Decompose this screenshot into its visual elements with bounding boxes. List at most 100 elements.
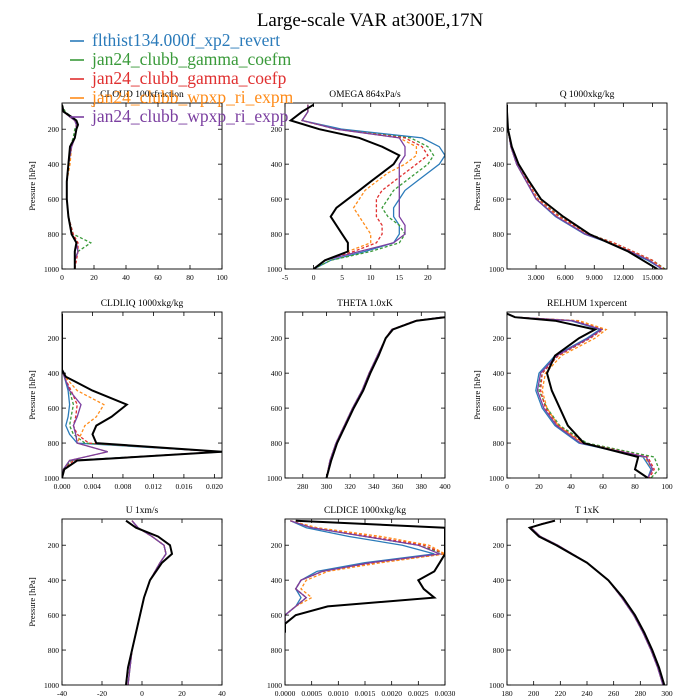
chart-panel-8: CLDICE 1000xkg/kg 0.0000 0.0005 0.0010 0.001… — [267, 506, 456, 698]
y-axis-label: Pressure [hPa] — [472, 161, 482, 211]
y-tick-label: 800 — [493, 230, 505, 239]
panel-title: U 1xm/s — [126, 506, 159, 516]
series-group — [527, 519, 666, 685]
x-tick-label: -40 — [57, 689, 67, 698]
series-line-6 — [288, 103, 401, 269]
chart-panel-5: THETA 1.0xK 280 300 320 340 360 380 400 200 400 60… — [267, 299, 451, 491]
series-line-4 — [127, 520, 167, 685]
y-tick-label: 600 — [271, 404, 283, 413]
y-tick-label: 800 — [271, 230, 283, 239]
x-tick-label: -20 — [97, 689, 107, 698]
series-line-1 — [285, 520, 435, 633]
y-tick-label: 200 — [493, 541, 505, 550]
y-tick-label: 800 — [493, 646, 505, 655]
x-tick-label: 15 — [396, 273, 404, 282]
panel-title: T 1xK — [575, 506, 600, 516]
legend-label: jan24_clubb_gamma_coefm — [91, 49, 292, 69]
x-tick-label: 0.0005 — [301, 689, 322, 698]
x-tick-label: 0 — [505, 482, 509, 491]
series-line-4 — [301, 104, 418, 269]
series-group — [125, 519, 174, 685]
plot-frame — [61, 102, 223, 270]
x-tick-label: -5 — [282, 273, 288, 282]
x-tick-label: 300 — [661, 689, 673, 698]
legend-item-3: jan24_clubb_gamma_coefp — [70, 68, 287, 88]
series-line-5 — [301, 104, 406, 269]
y-tick-label: 800 — [48, 439, 60, 448]
chart-panel-7: U 1xm/s -40 -20 0 20 40 200 400 600 800 1000 Pressu… — [27, 506, 226, 698]
series-line-2 — [529, 520, 664, 685]
series-line-4 — [507, 104, 664, 269]
y-axis-label: Pressure [hPa] — [27, 370, 37, 420]
y-tick-label: 400 — [48, 160, 60, 169]
x-tick-label: 40 — [122, 273, 130, 282]
y-tick-label: 400 — [271, 576, 283, 585]
x-tick-label: 0.020 — [206, 482, 223, 491]
series-line-3 — [127, 520, 167, 685]
series-line-3 — [507, 104, 665, 269]
plot-frame — [284, 311, 446, 479]
series-group — [62, 104, 93, 269]
plot-frame — [61, 311, 223, 479]
x-tick-label: 0.004 — [84, 482, 101, 491]
x-tick-label: 0.0020 — [381, 689, 402, 698]
y-tick-label: 200 — [48, 541, 60, 550]
y-tick-label: 800 — [271, 646, 283, 655]
series-line-5 — [529, 520, 664, 685]
chart-panel-4: CLDLIQ 1000xkg/kg 0.000 0.004 0.008 0.012 0.0… — [27, 299, 223, 491]
y-tick-label: 1000 — [489, 265, 504, 274]
y-tick-label: 400 — [493, 576, 505, 585]
y-tick-label: 600 — [48, 404, 60, 413]
y-tick-label: 600 — [48, 195, 60, 204]
series-line-6 — [527, 519, 666, 685]
y-tick-label: 600 — [271, 195, 283, 204]
x-tick-label: 0.008 — [115, 482, 132, 491]
y-tick-label: 1000 — [44, 265, 59, 274]
x-tick-label: 0.0010 — [328, 689, 349, 698]
series-group — [285, 519, 445, 633]
legend-label: jan24_clubb_wpxp_ri_expm — [91, 87, 294, 107]
y-tick-label: 400 — [48, 369, 60, 378]
series-line-4 — [285, 520, 445, 633]
x-tick-label: 20 — [178, 689, 186, 698]
y-tick-label: 1000 — [267, 474, 282, 483]
series-line-5 — [285, 520, 443, 633]
series-line-6 — [62, 104, 80, 269]
series-line-4 — [529, 520, 664, 685]
chart-panel-2: OMEGA 864xPa/s -5 0 5 10 15 20 200 400 600 800 1000 — [267, 90, 446, 282]
x-tick-label: 0 — [140, 689, 144, 698]
y-tick-label: 200 — [493, 334, 505, 343]
x-tick-label: 15.000 — [642, 273, 663, 282]
y-tick-label: 1000 — [489, 474, 504, 483]
series-line-5 — [127, 520, 167, 685]
x-tick-label: 20 — [535, 482, 543, 491]
panel-title: CLDLIQ 1000xkg/kg — [101, 299, 184, 309]
series-line-6 — [285, 519, 445, 633]
x-tick-label: 0.000 — [54, 482, 71, 491]
x-tick-label: 60 — [599, 482, 607, 491]
y-axis-label: Pressure [hPa] — [27, 577, 37, 627]
plot-frame — [284, 102, 446, 270]
y-tick-label: 1000 — [44, 474, 59, 483]
series-line-6 — [62, 313, 222, 478]
series-line-2 — [127, 520, 167, 685]
legend-item-4: jan24_clubb_wpxp_ri_expm — [70, 87, 294, 107]
y-tick-label: 600 — [493, 195, 505, 204]
x-tick-label: 280 — [297, 482, 309, 491]
panel-title: RELHUM 1xpercent — [547, 299, 627, 309]
chart-panel-6: RELHUM 1xpercent 0 20 40 60 80 100 200 400 600 800… — [472, 299, 673, 491]
x-tick-label: 9.000 — [586, 273, 603, 282]
x-tick-label: 20 — [424, 273, 432, 282]
panel-title: Q 1000xkg/kg — [560, 90, 615, 100]
y-tick-label: 400 — [493, 369, 505, 378]
legend-label: jan24_clubb_wpxp_ri_expp — [91, 106, 289, 126]
x-tick-label: 12.000 — [613, 273, 634, 282]
y-tick-label: 1000 — [44, 681, 59, 690]
x-tick-label: 180 — [501, 689, 513, 698]
x-tick-label: 80 — [186, 273, 194, 282]
y-tick-label: 800 — [493, 439, 505, 448]
plot-frame — [506, 102, 668, 270]
y-tick-label: 800 — [271, 439, 283, 448]
legend-item-1: flthist134.000f_xp2_revert — [70, 30, 280, 50]
